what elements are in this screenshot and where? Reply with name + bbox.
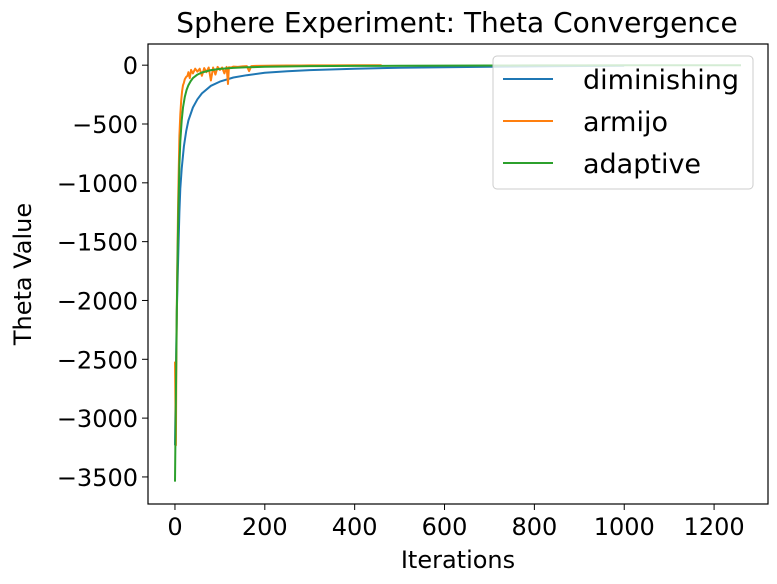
x-tick-label: 1200 [684, 513, 745, 541]
plot-frame [147, 43, 769, 505]
y-tick-label: −2000 [57, 287, 138, 315]
y-tick-label: −3000 [57, 405, 138, 433]
x-axis-label: Iterations [401, 546, 515, 574]
x-tick-label: 200 [242, 513, 288, 541]
legend-label-adaptive: adaptive [583, 149, 701, 180]
y-axis: 0 −500 −1000 −1500 −2000 −2500 −3000 −3500 [57, 52, 148, 492]
y-axis-label: Theta Value [9, 203, 37, 346]
y-tick-label: −2500 [57, 346, 138, 374]
x-tick-label: 800 [511, 513, 557, 541]
y-tick-label: −500 [72, 111, 138, 139]
y-tick-label: −3500 [57, 464, 138, 492]
x-axis: 0 200 400 600 800 1000 1200 [167, 504, 745, 541]
legend-label-armijo: armijo [583, 107, 668, 138]
legend-box [492, 55, 754, 190]
x-tick-label: 400 [332, 513, 378, 541]
x-tick-label: 1000 [594, 513, 655, 541]
y-tick-label: −1000 [57, 170, 138, 198]
x-tick-label: 0 [167, 513, 182, 541]
y-tick-label: 0 [123, 52, 138, 80]
y-tick-label: −1500 [57, 229, 138, 257]
legend-label-diminishing: diminishing [583, 65, 739, 96]
legend: diminishing armijo adaptive [492, 55, 754, 190]
chart-title: Sphere Experiment: Theta Convergence [176, 6, 737, 39]
x-tick-label: 600 [422, 513, 468, 541]
